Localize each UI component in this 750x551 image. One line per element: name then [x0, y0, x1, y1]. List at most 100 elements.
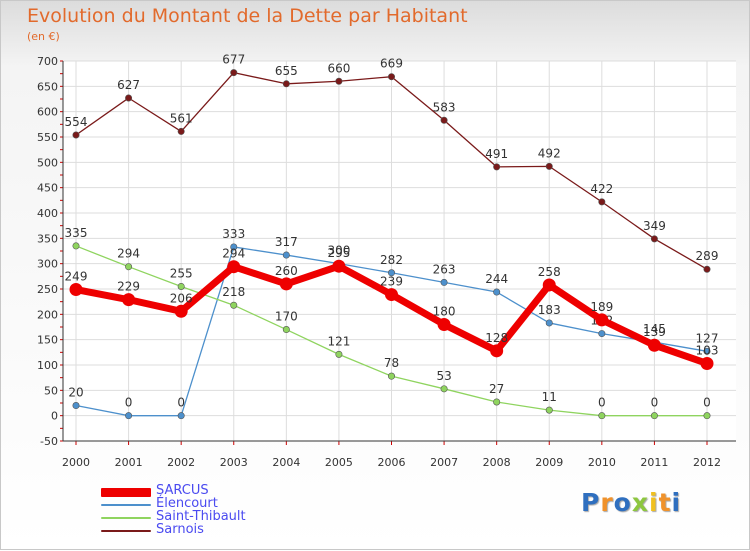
data-point-sarnois: [282, 80, 290, 88]
data-label-saint-thibault: 0: [651, 396, 659, 410]
data-point-elencourt: [440, 278, 448, 286]
chart-title: Evolution du Montant de la Dette par Hab…: [27, 5, 468, 27]
data-point-elencourt: [493, 288, 501, 296]
data-point-saint-thibault: [230, 301, 238, 309]
legend-swatch: [101, 488, 151, 497]
data-label-elencourt: 300: [327, 244, 350, 258]
data-point-sarcus: [332, 259, 346, 273]
data-label-sarnois: 655: [275, 64, 298, 78]
x-tick-label: 2009: [535, 456, 563, 469]
data-point-sarnois: [335, 77, 343, 85]
data-label-sarnois: 349: [643, 219, 666, 233]
y-tick-label: 150: [37, 334, 58, 347]
data-label-elencourt: 145: [643, 322, 666, 336]
x-tick-label: 2007: [430, 456, 458, 469]
y-tick-label: 50: [44, 384, 58, 397]
data-label-sarcus: 139: [643, 325, 666, 339]
legend-label: Sarnois: [156, 522, 204, 537]
data-point-elencourt: [230, 243, 238, 251]
x-tick-label: 2003: [220, 456, 248, 469]
x-tick-label: 2002: [167, 456, 195, 469]
data-label-elencourt: 183: [538, 303, 561, 317]
data-point-elencourt: [125, 412, 133, 420]
data-point-sarcus: [437, 317, 451, 331]
y-tick-label: 100: [37, 359, 58, 372]
data-point-sarnois: [125, 94, 133, 102]
data-label-elencourt: 20: [68, 386, 83, 400]
data-point-sarcus: [490, 344, 504, 358]
data-point-sarnois: [177, 127, 185, 135]
data-point-elencourt: [703, 347, 711, 355]
data-label-saint-thibault: 218: [222, 285, 245, 299]
data-point-saint-thibault: [650, 412, 658, 420]
data-point-saint-thibault: [703, 412, 711, 420]
y-tick-label: -50: [40, 435, 58, 448]
data-point-sarcus: [542, 278, 556, 292]
data-label-sarcus: 239: [380, 275, 403, 289]
x-tick-label: 2000: [62, 456, 90, 469]
data-label-saint-thibault: 27: [489, 382, 504, 396]
data-label-sarcus: 180: [433, 304, 456, 318]
data-point-elencourt: [598, 330, 606, 338]
legend-swatch: [101, 504, 151, 506]
data-label-sarnois: 677: [222, 53, 245, 67]
data-point-elencourt: [387, 269, 395, 277]
y-tick-label: 250: [37, 283, 58, 296]
data-label-elencourt: 244: [485, 272, 508, 286]
data-point-saint-thibault: [493, 398, 501, 406]
data-point-sarcus: [69, 283, 83, 297]
data-label-sarnois: 669: [380, 57, 403, 71]
data-label-elencourt: 263: [433, 262, 456, 276]
x-tick-label: 2008: [483, 456, 511, 469]
data-point-sarnois: [72, 131, 80, 139]
data-label-elencourt: 282: [380, 253, 403, 267]
data-label-sarnois: 491: [485, 147, 508, 161]
data-point-saint-thibault: [545, 406, 553, 414]
data-label-saint-thibault: 170: [275, 310, 298, 324]
data-point-sarnois: [387, 73, 395, 81]
data-point-sarcus: [647, 338, 661, 352]
data-point-sarnois: [493, 163, 501, 171]
data-point-saint-thibault: [72, 242, 80, 250]
data-label-saint-thibault: 0: [598, 396, 606, 410]
data-point-sarnois: [650, 235, 658, 243]
data-label-saint-thibault: 11: [542, 390, 557, 404]
plot-area: [63, 61, 736, 441]
data-point-sarcus: [227, 260, 241, 274]
data-point-saint-thibault: [440, 385, 448, 393]
data-label-sarcus: 128: [485, 331, 508, 345]
data-label-sarcus: 229: [117, 280, 140, 294]
data-point-saint-thibault: [282, 326, 290, 334]
data-point-sarcus: [595, 313, 609, 327]
data-label-elencourt: 0: [177, 396, 185, 410]
data-label-sarcus: 189: [590, 300, 613, 314]
data-point-elencourt: [177, 412, 185, 420]
data-point-elencourt: [545, 319, 553, 327]
data-point-sarcus: [700, 356, 714, 370]
data-label-sarcus: 103: [696, 343, 719, 357]
data-label-sarnois: 583: [433, 100, 456, 114]
data-point-elencourt: [282, 251, 290, 259]
data-point-sarcus: [122, 293, 136, 307]
data-label-saint-thibault: 78: [384, 356, 399, 370]
proxiti-logo: Proxiti: [581, 488, 682, 517]
data-point-sarcus: [385, 288, 398, 302]
data-label-sarnois: 660: [327, 61, 350, 75]
x-tick-label: 2010: [588, 456, 616, 469]
x-tick-label: 2011: [640, 456, 668, 469]
data-label-saint-thibault: 121: [327, 334, 350, 348]
data-label-saint-thibault: 255: [170, 266, 193, 280]
legend-label: Saint-Thibault: [156, 509, 246, 524]
y-tick-label: 550: [37, 131, 58, 144]
x-tick-label: 2012: [693, 456, 721, 469]
data-label-sarcus: 260: [275, 264, 298, 278]
data-label-sarnois: 289: [696, 249, 719, 263]
legend-swatch: [101, 530, 151, 532]
data-label-sarcus: 295: [327, 246, 350, 260]
data-point-saint-thibault: [598, 412, 606, 420]
y-tick-label: 400: [37, 207, 58, 220]
data-label-sarnois: 561: [170, 111, 193, 125]
x-tick-label: 2001: [115, 456, 143, 469]
data-label-saint-thibault: 0: [703, 396, 711, 410]
